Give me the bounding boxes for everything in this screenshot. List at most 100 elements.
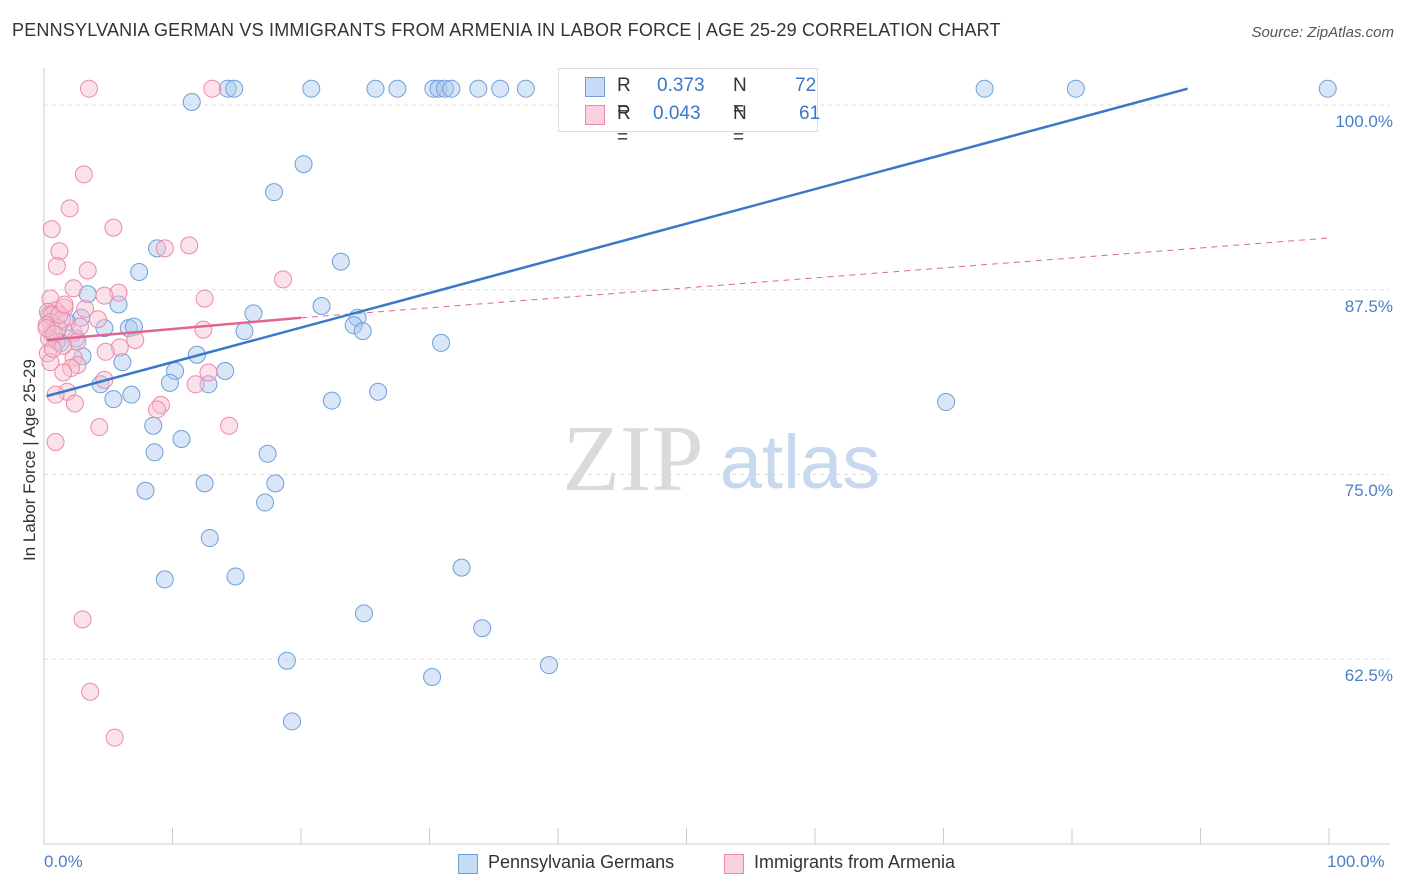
data-point: [218, 79, 237, 98]
data-point: [975, 79, 994, 98]
data-point: [195, 474, 214, 493]
data-point: [90, 418, 109, 437]
n-label: N =: [733, 75, 747, 120]
chart-source: Source: ZipAtlas.com: [1251, 24, 1394, 41]
data-point: [302, 79, 321, 98]
n-label: N =: [733, 103, 747, 148]
x-tick-label-min: 0.0%: [44, 852, 83, 871]
data-point: [79, 79, 98, 98]
data-point: [369, 382, 388, 401]
data-point: [54, 363, 73, 382]
data-point: [186, 375, 205, 394]
axes: [43, 68, 1390, 845]
data-point: [88, 310, 107, 329]
series-immigrants-from-armenia: [37, 79, 293, 747]
data-point: [95, 319, 114, 338]
data-point: [277, 651, 296, 670]
data-point: [109, 283, 128, 302]
legend-label: Immigrants from Armenia: [754, 852, 956, 872]
r-value: 0.043: [653, 103, 701, 124]
trend-line-armenia: [46, 316, 302, 342]
watermark: ZIP atlas: [563, 407, 881, 511]
data-point: [432, 333, 451, 352]
data-point: [194, 320, 213, 339]
data-point: [226, 567, 245, 586]
data-point: [180, 236, 199, 255]
data-point: [81, 682, 100, 701]
data-point: [200, 529, 219, 548]
data-point: [144, 416, 163, 435]
watermark-atlas: atlas: [720, 420, 881, 505]
series-pennsylvania-germans: [40, 79, 1337, 731]
data-point: [937, 393, 956, 412]
legend-item-pennsylvania-germans: Pennsylvania Germans: [458, 852, 675, 874]
y-tick-label: 87.5%: [1344, 296, 1393, 316]
data-point: [322, 391, 341, 410]
data-point: [312, 296, 331, 315]
data-point: [435, 79, 454, 98]
data-point: [41, 353, 60, 372]
data-point: [47, 257, 66, 276]
data-point: [46, 432, 65, 451]
data-point: [78, 261, 97, 280]
data-point: [1318, 79, 1337, 98]
legend-label: Pennsylvania Germans: [488, 852, 675, 872]
data-point: [64, 279, 83, 298]
data-point: [130, 262, 149, 281]
x-tick-label-max: 100.0%: [1327, 852, 1385, 871]
trend-line-pennsylvania-germans: [46, 87, 1188, 398]
trend-lines: [46, 87, 1330, 398]
data-point: [469, 79, 488, 98]
data-point: [105, 728, 124, 747]
n-value: 72: [795, 75, 817, 96]
data-point: [73, 610, 92, 629]
data-point: [216, 362, 235, 381]
data-point: [199, 363, 218, 382]
data-point: [258, 444, 277, 463]
data-point: [155, 570, 174, 589]
data-point: [182, 92, 201, 111]
stats-legend: R = 0.373 N = 72 R = 0.043 N = 61: [558, 68, 821, 148]
data-point: [76, 299, 95, 318]
legend-item-immigrants-from-armenia: Immigrants from Armenia: [724, 852, 956, 874]
data-point: [104, 218, 123, 237]
data-point: [42, 220, 61, 239]
r-value: 0.373: [657, 75, 705, 96]
data-point: [113, 353, 132, 372]
n-value: 61: [799, 103, 821, 124]
legend-swatch-pink: [585, 105, 605, 125]
data-point: [110, 338, 129, 357]
data-point: [540, 656, 559, 675]
data-point: [473, 619, 492, 638]
data-point: [235, 322, 254, 341]
data-point: [172, 430, 191, 449]
data-point: [126, 330, 145, 349]
data-point: [423, 667, 442, 686]
data-point: [294, 155, 313, 174]
data-point: [452, 558, 471, 577]
data-point: [388, 79, 407, 98]
r-label: R =: [617, 75, 631, 120]
data-point: [95, 286, 114, 305]
data-point: [60, 199, 79, 218]
data-point: [148, 400, 167, 419]
data-point: [70, 317, 89, 336]
data-point: [96, 342, 115, 361]
legend-swatch-blue: [458, 854, 478, 874]
data-point: [265, 183, 284, 202]
data-point: [43, 339, 62, 358]
data-point: [148, 239, 167, 258]
data-point: [244, 304, 263, 323]
watermark-zip: ZIP: [563, 407, 704, 511]
data-point: [344, 316, 363, 335]
data-point: [354, 604, 373, 623]
data-point: [74, 165, 93, 184]
data-point: [1066, 79, 1085, 98]
grid-lines: [44, 104, 1390, 660]
trend-line-armenia-extension: [300, 237, 1330, 319]
data-point: [65, 394, 84, 413]
data-point: [429, 79, 448, 98]
data-point: [136, 481, 155, 500]
r-label: R =: [617, 103, 631, 148]
